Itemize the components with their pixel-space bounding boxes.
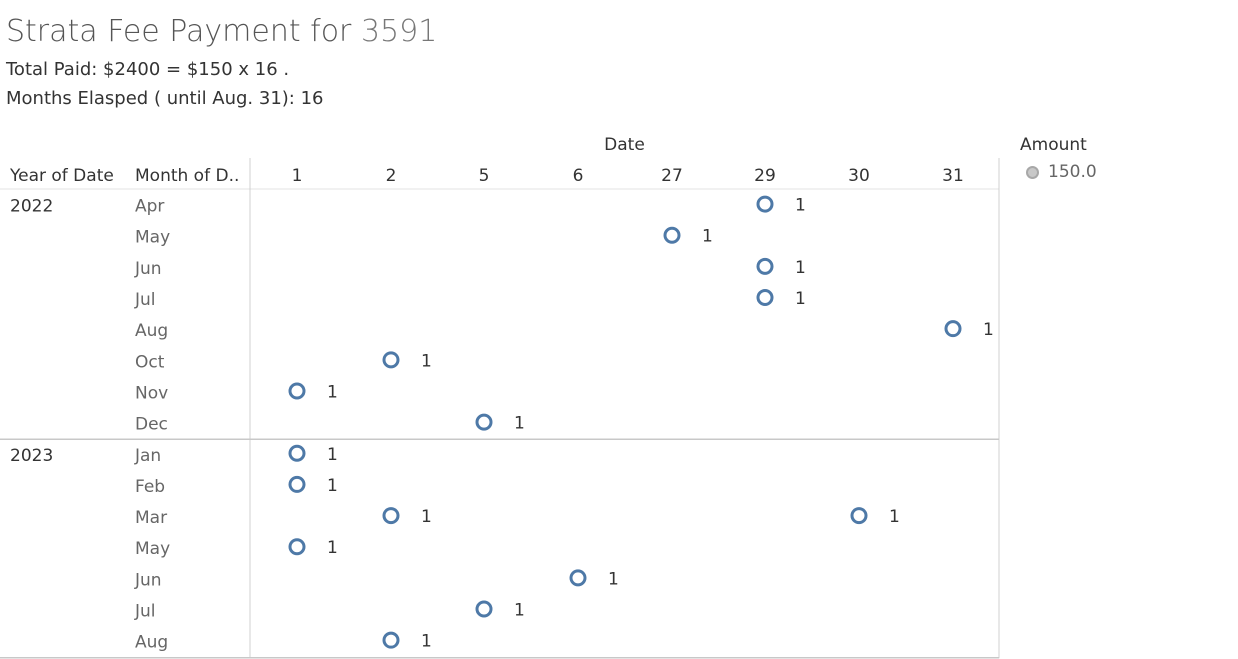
page-title: Strata Fee Payment for 3591 xyxy=(6,14,437,49)
month-label: Jun xyxy=(134,570,162,590)
data-label: 1 xyxy=(983,320,994,340)
year-label: 2022 xyxy=(10,197,53,217)
payment-mark xyxy=(382,351,400,369)
payment-mark xyxy=(288,538,306,556)
data-label: 1 xyxy=(327,382,338,402)
row-header-year: Year of Date xyxy=(9,166,114,186)
payment-mark xyxy=(475,413,493,431)
data-label: 1 xyxy=(889,507,900,527)
payment-mark xyxy=(288,444,306,462)
legend-label: 150.0 xyxy=(1048,162,1097,182)
column-tick-label: 5 xyxy=(479,166,490,186)
column-header-date: Date xyxy=(604,135,645,155)
data-label: 1 xyxy=(327,445,338,465)
data-label: 1 xyxy=(327,538,338,558)
month-label: Jun xyxy=(134,259,162,279)
payment-mark xyxy=(382,631,400,649)
column-tick-label: 1 xyxy=(292,166,303,186)
data-label: 1 xyxy=(421,632,432,652)
payment-mark xyxy=(382,507,400,525)
data-label: 1 xyxy=(795,289,806,309)
month-label: Mar xyxy=(135,508,167,528)
month-label: Jan xyxy=(134,446,161,466)
legend-swatch xyxy=(1026,165,1039,179)
row-header-month: Month of D.. xyxy=(135,166,239,186)
data-label: 1 xyxy=(795,196,806,216)
month-label: Feb xyxy=(135,477,165,497)
column-tick-label: 27 xyxy=(661,166,683,186)
column-tick-label: 30 xyxy=(848,166,870,186)
months-elapsed-line: Months Elasped ( until Aug. 31): 16 xyxy=(6,88,324,109)
legend-item[interactable]: 150.0 xyxy=(1026,162,1097,182)
payment-mark xyxy=(288,475,306,493)
month-label: Jul xyxy=(134,290,156,310)
data-label: 1 xyxy=(514,601,525,621)
year-label: 2023 xyxy=(10,446,53,466)
payment-mark xyxy=(569,569,587,587)
month-label: Aug xyxy=(135,321,168,341)
month-label: Jul xyxy=(134,602,156,622)
payment-mark xyxy=(756,289,774,307)
data-label: 1 xyxy=(421,507,432,527)
payment-mark xyxy=(475,600,493,618)
data-label: 1 xyxy=(795,258,806,278)
column-tick-label: 2 xyxy=(386,166,397,186)
payment-mark xyxy=(756,257,774,275)
title-unit: 3591 xyxy=(360,14,438,49)
data-label: 1 xyxy=(421,351,432,371)
payment-mark xyxy=(756,195,774,213)
data-label: 1 xyxy=(702,227,713,247)
title-prefix: Strata Fee Payment for xyxy=(6,14,352,49)
legend-title: Amount xyxy=(1020,135,1087,155)
month-label: Dec xyxy=(135,415,168,435)
month-label: Oct xyxy=(135,352,165,372)
month-label: Nov xyxy=(135,383,168,403)
month-label: Apr xyxy=(135,197,164,217)
payment-mark xyxy=(663,226,681,244)
total-paid-line: Total Paid: $2400 = $150 x 16 . xyxy=(6,59,290,80)
payment-mark xyxy=(944,320,962,338)
column-tick-label: 6 xyxy=(573,166,584,186)
data-label: 1 xyxy=(514,414,525,434)
payment-mark xyxy=(850,507,868,525)
data-label: 1 xyxy=(327,476,338,496)
payment-mark xyxy=(288,382,306,400)
month-label: May xyxy=(135,228,170,248)
month-label: Aug xyxy=(135,633,168,653)
column-tick-label: 29 xyxy=(754,166,776,186)
column-tick-label: 31 xyxy=(942,166,964,186)
month-label: May xyxy=(135,539,170,559)
data-label: 1 xyxy=(608,569,619,589)
